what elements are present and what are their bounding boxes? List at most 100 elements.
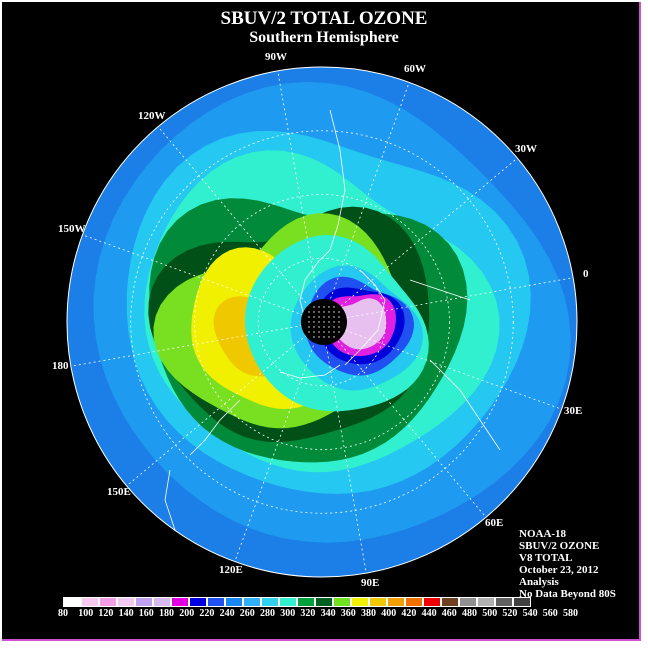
pole-dot (338, 331, 340, 333)
color-scale-swatch (225, 597, 243, 607)
pole-dot (323, 306, 325, 308)
color-scale-swatch (351, 597, 369, 607)
color-scale-swatch (243, 597, 261, 607)
color-scale-label: 80 (58, 608, 68, 619)
pole-dot (328, 316, 330, 318)
pole-no-data-mask (301, 299, 347, 345)
color-scale-label: 300 (280, 608, 296, 619)
map-title: SBUV/2 TOTAL OZONE (220, 8, 428, 29)
pole-dot (313, 306, 315, 308)
pole-dot (338, 311, 340, 313)
pole-dot (323, 311, 325, 313)
pole-dot (308, 331, 310, 333)
coastline-segment (189, 399, 241, 456)
latitude-circle (194, 194, 450, 450)
pole-dot (308, 326, 310, 328)
color-scale-swatch (279, 597, 297, 607)
lon-label-30e: 30E (564, 405, 583, 417)
color-scale-label: 360 (340, 608, 356, 619)
lon-label-60w: 60W (404, 63, 426, 75)
info-date: October 23, 2012 (519, 564, 599, 576)
coastline-segment (299, 261, 319, 321)
color-scale-label: 520 (502, 608, 518, 619)
pole-dot (333, 316, 335, 318)
pole-dot (328, 326, 330, 328)
pole-dot (323, 331, 325, 333)
coastline-segment (409, 279, 471, 301)
color-scale-label: 100 (78, 608, 94, 619)
color-scale-swatch (315, 597, 333, 607)
coastlines (164, 109, 501, 556)
pole-dot (333, 321, 335, 323)
pole-dot (313, 316, 315, 318)
color-scale-swatch (297, 597, 315, 607)
color-scale-label: 420 (401, 608, 417, 619)
pole-dot (313, 326, 315, 328)
color-scale-swatch (387, 597, 405, 607)
lon-label-30w: 30W (515, 143, 537, 155)
lon-label-90e: 90E (361, 577, 380, 589)
lon-label-120w: 120W (138, 110, 166, 122)
pole-dot (318, 321, 320, 323)
color-scale-label: 340 (320, 608, 336, 619)
color-scale-label: 500 (482, 608, 498, 619)
lon-label-60e: 60E (485, 517, 504, 529)
color-scale-label: 120 (98, 608, 114, 619)
color-scale-swatch (495, 597, 513, 607)
lon-label-90w: 90W (265, 51, 287, 63)
pole-dot (328, 331, 330, 333)
pole-dot (318, 311, 320, 313)
color-scale-label: 560 (542, 608, 558, 619)
coastline-segment (317, 109, 346, 263)
pole-dot (318, 316, 320, 318)
color-scale-label: 400 (381, 608, 397, 619)
color-scale-swatch (441, 597, 459, 607)
pole-dot (323, 326, 325, 328)
lon-label-150w: 150W (58, 223, 86, 235)
pole-dot (308, 316, 310, 318)
color-scale-bar (63, 597, 531, 607)
latitude-circle (130, 130, 514, 514)
color-scale-swatch (207, 597, 225, 607)
map-subtitle: Southern Hemisphere (249, 29, 399, 46)
color-scale-label: 480 (462, 608, 477, 619)
color-scale-swatch (117, 597, 135, 607)
color-scale-swatch (99, 597, 117, 607)
coastline-segment (429, 359, 501, 451)
color-scale-label: 160 (138, 608, 154, 619)
pole-dot (323, 321, 325, 323)
info-version: V8 TOTAL (519, 552, 573, 564)
color-scale-swatch (81, 597, 99, 607)
pole-dot (313, 331, 315, 333)
pole-dot (308, 321, 310, 323)
color-scale-swatch (333, 597, 351, 607)
pole-dot (318, 326, 320, 328)
pole-dot (318, 331, 320, 333)
pole-dot (333, 336, 335, 338)
color-scale-swatch (477, 597, 495, 607)
color-scale-swatch (459, 597, 477, 607)
pole-dot (323, 316, 325, 318)
color-scale-swatch (63, 597, 81, 607)
color-scale-swatch (405, 597, 423, 607)
color-scale-label: 440 (421, 608, 437, 619)
pole-dot (338, 321, 340, 323)
color-scale-swatch (423, 597, 441, 607)
pole-dot (323, 336, 325, 338)
color-scale-label: 540 (522, 608, 538, 619)
pole-dot (313, 336, 315, 338)
pole-dot (313, 311, 315, 313)
color-scale-swatch (135, 597, 153, 607)
color-scale-swatch (171, 597, 189, 607)
pole-dot (333, 311, 335, 313)
pole-dot (328, 321, 330, 323)
color-scale-swatch (513, 597, 531, 607)
pole-dot (328, 306, 330, 308)
latitude-circle (257, 257, 387, 387)
pole-dot (318, 306, 320, 308)
coastline-segment (279, 364, 341, 379)
pole-dot (333, 326, 335, 328)
pole-dot (333, 306, 335, 308)
lon-label-120e: 120E (219, 564, 243, 576)
pole-dot (318, 336, 320, 338)
